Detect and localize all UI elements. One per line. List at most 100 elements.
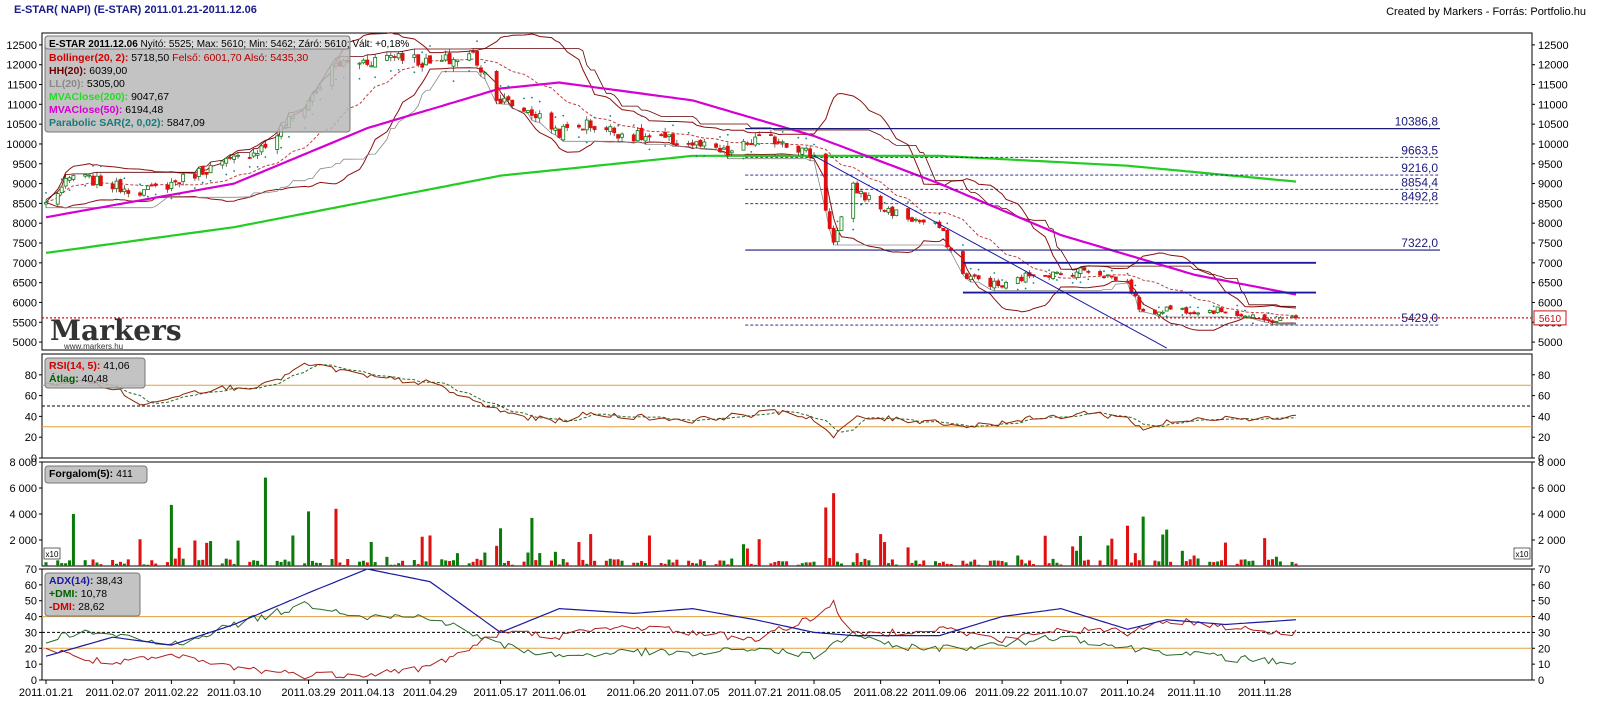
candle bbox=[910, 217, 914, 222]
volume-bar bbox=[812, 561, 816, 566]
candle bbox=[976, 275, 981, 280]
volume-bar bbox=[612, 559, 616, 566]
volume-bar bbox=[389, 564, 393, 566]
volume-bar bbox=[718, 560, 722, 566]
fib-level-label: 7322,0 bbox=[1401, 236, 1438, 250]
candle bbox=[1243, 315, 1247, 318]
volume-bar bbox=[369, 541, 373, 566]
volume-bar bbox=[1020, 559, 1024, 566]
volume-bar bbox=[694, 563, 698, 566]
sar-dot bbox=[60, 178, 63, 181]
price-y-tick-label: 5500 bbox=[13, 317, 37, 329]
candle bbox=[63, 177, 68, 187]
chart-title: E-STAR( NAPI) (E-STAR) 2011.01.21-2011.1… bbox=[14, 4, 257, 16]
volume-bar bbox=[785, 561, 789, 566]
volume-bar bbox=[581, 559, 585, 566]
volume-bar bbox=[1102, 564, 1106, 566]
volume-bar bbox=[1016, 555, 1020, 566]
sar-dot bbox=[421, 51, 424, 54]
volume-bar bbox=[173, 558, 177, 566]
sar-dot bbox=[483, 61, 486, 64]
volume-bar bbox=[1133, 553, 1137, 566]
sar-dot bbox=[1165, 315, 1168, 318]
candle bbox=[612, 127, 617, 134]
volume-bar bbox=[691, 562, 695, 566]
candle bbox=[373, 57, 378, 68]
rsi-line bbox=[45, 362, 1297, 439]
candle bbox=[549, 112, 554, 130]
volume-bar bbox=[565, 562, 569, 566]
candle bbox=[173, 180, 178, 183]
volume-bar bbox=[1137, 560, 1141, 566]
candle bbox=[1004, 281, 1008, 289]
volume-bar bbox=[338, 562, 342, 566]
sar-dot bbox=[1056, 279, 1058, 281]
candle bbox=[608, 126, 613, 132]
indicator-value: 5718,50 bbox=[131, 52, 169, 64]
price-y-tick-label: 6000 bbox=[1538, 297, 1562, 309]
candle bbox=[138, 192, 142, 196]
sar-dot bbox=[123, 177, 126, 180]
candle bbox=[118, 179, 123, 193]
sar-dot bbox=[836, 220, 839, 223]
sar-dot bbox=[805, 137, 808, 140]
candle bbox=[471, 50, 476, 53]
adx-y-tick-label: 0 bbox=[1538, 675, 1544, 687]
candle bbox=[561, 125, 566, 141]
adx-info-box-line: -DMI: 28,62 bbox=[49, 601, 105, 613]
volume-bar bbox=[1078, 535, 1082, 566]
x-tick-label: 2011.10.24 bbox=[1100, 687, 1154, 699]
volume-y-tick-label: 8 000 bbox=[9, 457, 37, 469]
sar-dot bbox=[397, 69, 400, 71]
candle bbox=[729, 150, 734, 154]
sar-dot bbox=[922, 212, 925, 214]
candle bbox=[1070, 274, 1075, 277]
volume-bar bbox=[557, 564, 561, 566]
sar-dot bbox=[366, 44, 369, 47]
sar-dot bbox=[194, 187, 196, 189]
candle bbox=[823, 153, 828, 211]
candle bbox=[859, 190, 863, 194]
volume-bar bbox=[663, 563, 667, 566]
candle bbox=[1168, 305, 1173, 310]
candle bbox=[447, 53, 452, 65]
volume-bar bbox=[260, 564, 264, 566]
indicator-label: Parabolic SAR(2, 0,02): bbox=[49, 117, 167, 129]
sar-dot bbox=[758, 143, 761, 145]
candle bbox=[839, 216, 844, 231]
sar-dot bbox=[1291, 322, 1293, 325]
candle bbox=[659, 134, 664, 136]
indicator-value: 5847,09 bbox=[167, 117, 205, 129]
volume-bar bbox=[949, 563, 953, 566]
candle bbox=[671, 133, 675, 145]
x-tick-label: 2011.06.01 bbox=[532, 687, 586, 699]
rsi-y-tick-label: 0 bbox=[1538, 453, 1544, 465]
volume-bar bbox=[1129, 562, 1133, 566]
x-tick-label: 2011.06.20 bbox=[607, 687, 661, 699]
candle bbox=[396, 53, 401, 59]
volume-bars bbox=[44, 477, 1298, 566]
price-y-tick-label: 8000 bbox=[13, 218, 37, 230]
sar-dot bbox=[1016, 288, 1019, 291]
sar-dot bbox=[1189, 306, 1192, 309]
volume-bar bbox=[675, 559, 679, 566]
sar-dot bbox=[1103, 270, 1105, 273]
sar-dot bbox=[99, 165, 102, 168]
candle bbox=[369, 65, 374, 68]
candle bbox=[1266, 319, 1271, 321]
volume-bar bbox=[561, 558, 565, 566]
chart-credit: Created by Markers - Forrás: Portfolio.h… bbox=[1386, 6, 1586, 18]
indicator-value: 10,78 bbox=[81, 588, 107, 600]
sar-dot bbox=[1110, 269, 1113, 272]
candle bbox=[122, 188, 127, 193]
candle bbox=[420, 63, 425, 68]
volume-bar bbox=[420, 536, 424, 566]
volume-bar bbox=[252, 560, 256, 566]
rsi-info-box-line: Átlag: 40,48 bbox=[49, 372, 108, 385]
price-info-box: E-STAR 2011.12.06 Nyitó: 5525; Max: 5610… bbox=[44, 35, 409, 133]
candle bbox=[702, 141, 707, 147]
volume-bar bbox=[330, 559, 334, 566]
volume-bar bbox=[757, 539, 761, 566]
sar-dot bbox=[993, 272, 996, 274]
volume-info-box-bg bbox=[44, 465, 148, 484]
